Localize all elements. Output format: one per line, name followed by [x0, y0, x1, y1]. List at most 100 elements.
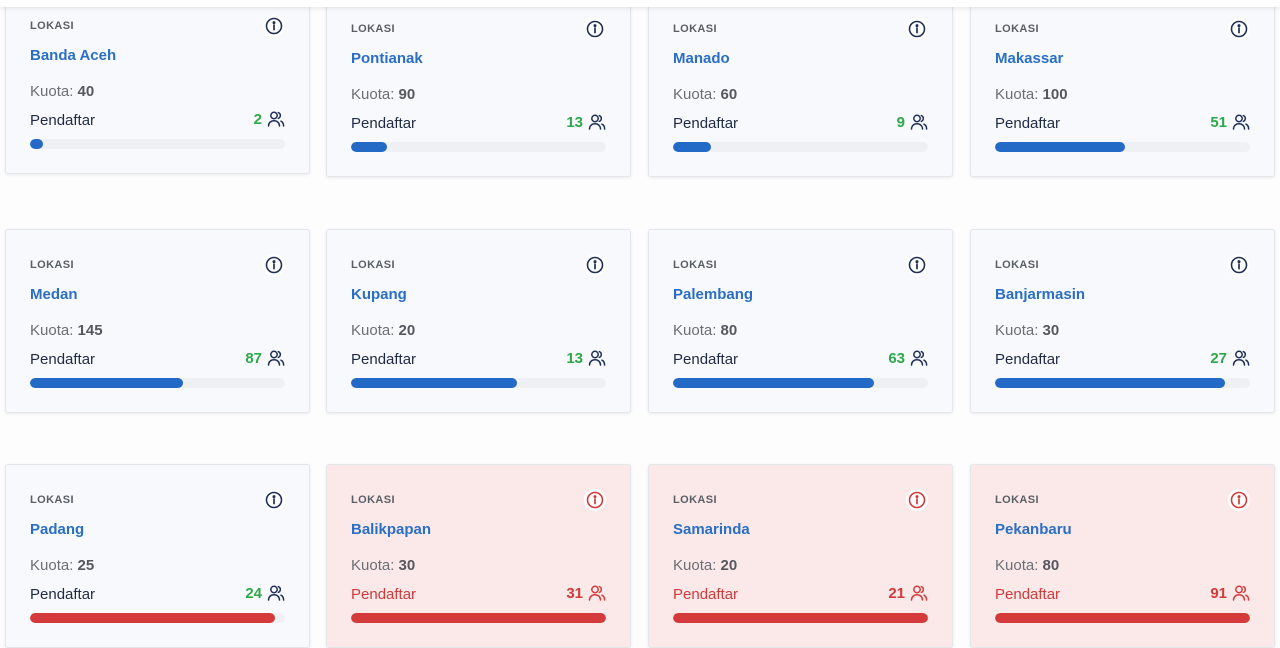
- location-card[interactable]: LOKASI Kupang Kuota: 20 Pendaftar 13: [326, 229, 631, 413]
- registrants-label: Pendaftar: [673, 351, 739, 368]
- quota-value: 20: [720, 557, 738, 574]
- info-icon[interactable]: [584, 18, 606, 40]
- quota-text: Kuota: 80: [673, 322, 737, 339]
- location-name[interactable]: Pekanbaru: [995, 521, 1072, 538]
- location-name[interactable]: Kupang: [351, 286, 407, 303]
- info-icon[interactable]: [906, 489, 928, 511]
- registrants-label: Pendaftar: [30, 112, 96, 129]
- registrants-count: 91: [1210, 584, 1250, 602]
- location-card[interactable]: LOKASI Pekanbaru Kuota: 80 Pendaftar 91: [970, 464, 1275, 648]
- quota-value: 100: [1042, 86, 1068, 103]
- registrants-label: Pendaftar: [351, 115, 417, 132]
- info-icon[interactable]: [263, 489, 285, 511]
- location-card[interactable]: LOKASI Banda Aceh Kuota: 40 Pendaftar 2: [5, 0, 310, 174]
- info-icon[interactable]: [906, 18, 928, 40]
- quota-value: 80: [1042, 557, 1060, 574]
- location-label: LOKASI: [30, 259, 74, 271]
- progress-bar: [995, 378, 1250, 388]
- quota-value: 30: [1042, 322, 1060, 339]
- info-icon[interactable]: [584, 254, 606, 276]
- location-card[interactable]: LOKASI Palembang Kuota: 80 Pendaftar 63: [648, 229, 953, 413]
- registrants-label: Pendaftar: [351, 351, 417, 368]
- info-icon[interactable]: [1228, 254, 1250, 276]
- location-card[interactable]: LOKASI Makassar Kuota: 100 Pendaftar 51: [970, 0, 1275, 177]
- registrants-count: 87: [245, 349, 285, 367]
- info-icon[interactable]: [1228, 489, 1250, 511]
- progress-bar: [351, 378, 606, 388]
- location-label: LOKASI: [351, 23, 395, 35]
- location-name[interactable]: Banda Aceh: [30, 47, 117, 64]
- quota-label: Kuota:: [673, 557, 717, 574]
- location-card[interactable]: LOKASI Banjarmasin Kuota: 30 Pendaftar 2…: [970, 229, 1275, 413]
- registrants-value: 9: [896, 113, 905, 131]
- users-icon: [910, 350, 928, 366]
- users-icon: [267, 585, 285, 601]
- quota-text: Kuota: 20: [673, 557, 737, 574]
- location-name[interactable]: Medan: [30, 286, 78, 303]
- registrants-label: Pendaftar: [351, 586, 417, 603]
- registrants-count: 2: [254, 110, 285, 128]
- location-card[interactable]: LOKASI Samarinda Kuota: 20 Pendaftar 21: [648, 464, 953, 648]
- quota-label: Kuota:: [30, 322, 74, 339]
- location-label: LOKASI: [30, 20, 74, 32]
- users-icon: [910, 585, 928, 601]
- registrants-count: 13: [566, 113, 606, 131]
- users-icon: [1232, 585, 1250, 601]
- registrants-count: 21: [888, 584, 928, 602]
- location-name[interactable]: Banjarmasin: [995, 286, 1086, 303]
- quota-text: Kuota: 60: [673, 86, 737, 103]
- progress-fill: [673, 142, 712, 152]
- location-card[interactable]: LOKASI Medan Kuota: 145 Pendaftar 87: [5, 229, 310, 413]
- info-icon[interactable]: [263, 15, 285, 37]
- progress-bar: [673, 142, 928, 152]
- registrants-value: 2: [253, 110, 262, 128]
- quota-value: 30: [398, 557, 416, 574]
- progress-fill: [673, 378, 875, 388]
- location-name[interactable]: Manado: [673, 50, 730, 67]
- users-icon: [1232, 350, 1250, 366]
- registrants-label: Pendaftar: [30, 351, 96, 368]
- quota-label: Kuota:: [30, 557, 74, 574]
- progress-bar: [995, 613, 1250, 623]
- progress-bar: [30, 139, 285, 149]
- quota-value: 80: [720, 322, 738, 339]
- users-icon: [267, 111, 285, 127]
- info-icon[interactable]: [906, 254, 928, 276]
- progress-fill: [351, 613, 606, 623]
- progress-fill: [30, 378, 183, 388]
- info-icon[interactable]: [1228, 18, 1250, 40]
- info-icon[interactable]: [584, 489, 606, 511]
- progress-fill: [995, 613, 1250, 623]
- quota-value: 20: [398, 322, 416, 339]
- registrants-count: 9: [897, 113, 928, 131]
- registrants-label: Pendaftar: [673, 115, 739, 132]
- location-card[interactable]: LOKASI Manado Kuota: 60 Pendaftar 9: [648, 0, 953, 177]
- location-name[interactable]: Pontianak: [351, 50, 423, 67]
- registrants-value: 13: [566, 113, 583, 131]
- location-name[interactable]: Samarinda: [673, 521, 750, 538]
- location-name[interactable]: Makassar: [995, 50, 1064, 67]
- info-icon[interactable]: [263, 254, 285, 276]
- location-card[interactable]: LOKASI Padang Kuota: 25 Pendaftar 24: [5, 464, 310, 648]
- location-label: LOKASI: [995, 259, 1039, 271]
- progress-bar: [30, 613, 285, 623]
- quota-label: Kuota:: [995, 557, 1039, 574]
- quota-value: 90: [398, 86, 416, 103]
- quota-text: Kuota: 30: [995, 322, 1059, 339]
- registrants-count: 24: [245, 584, 285, 602]
- location-name[interactable]: Palembang: [673, 286, 754, 303]
- registrants-label: Pendaftar: [995, 586, 1061, 603]
- users-icon: [1232, 114, 1250, 130]
- location-card[interactable]: LOKASI Pontianak Kuota: 90 Pendaftar 13: [326, 0, 631, 177]
- location-card[interactable]: LOKASI Balikpapan Kuota: 30 Pendaftar 31: [326, 464, 631, 648]
- registrants-label: Pendaftar: [673, 586, 739, 603]
- registrants-count: 13: [566, 349, 606, 367]
- top-bar: [0, 0, 1280, 7]
- progress-fill: [673, 613, 928, 623]
- registrants-value: 27: [1210, 349, 1227, 367]
- users-icon: [910, 114, 928, 130]
- progress-fill: [351, 142, 387, 152]
- location-name[interactable]: Balikpapan: [351, 521, 432, 538]
- location-name[interactable]: Padang: [30, 521, 85, 538]
- registrants-count: 27: [1210, 349, 1250, 367]
